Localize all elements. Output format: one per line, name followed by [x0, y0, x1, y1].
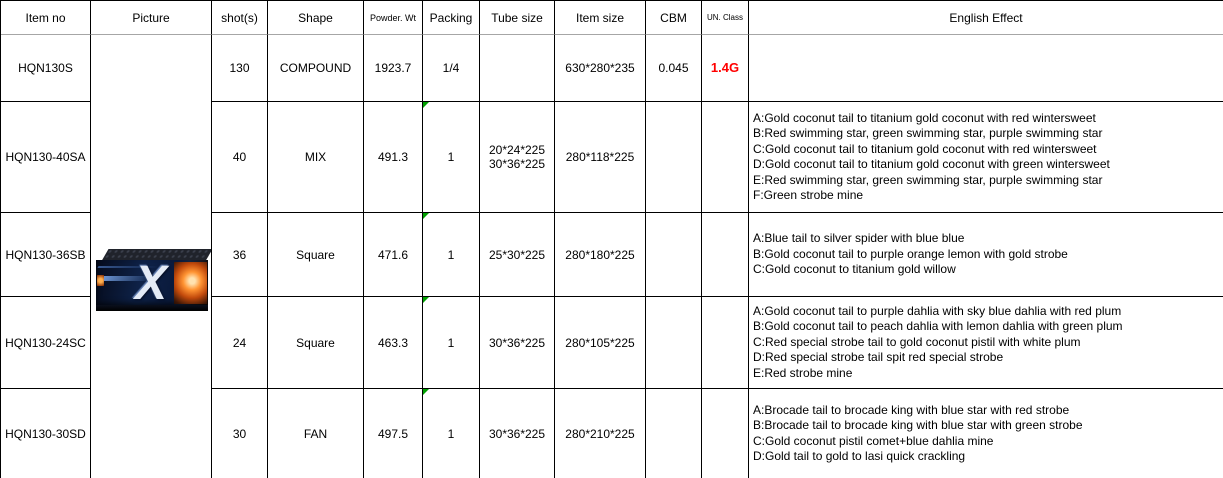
effect-line: B:Gold coconut tail to purple orange lem…	[753, 246, 1068, 261]
cell-r4-cbm[interactable]	[646, 297, 702, 389]
cell-r2-english-effect[interactable]: A:Gold coconut tail to titanium gold coc…	[749, 102, 1223, 213]
cell-r5-un-class[interactable]	[702, 389, 749, 478]
packing-value: 1	[447, 150, 455, 164]
cell-r2-un-class[interactable]	[702, 102, 749, 213]
cell-r4-shots[interactable]: 24	[212, 297, 268, 389]
error-indicator-triangle	[423, 389, 429, 395]
effect-line: A:Gold coconut tail to purple dahlia wit…	[753, 303, 1122, 318]
cell-r2-cbm[interactable]	[646, 102, 702, 213]
cell-r4-english-effect[interactable]: A:Gold coconut tail to purple dahlia wit…	[749, 297, 1223, 389]
cell-r1-tube-size[interactable]	[480, 35, 555, 102]
cell-r5-shape[interactable]: FAN	[268, 389, 364, 478]
cell-r1-cbm[interactable]: 0.045	[646, 35, 702, 102]
effect-line: C:Gold coconut to titanium gold willow	[753, 262, 956, 277]
error-indicator-triangle	[423, 102, 429, 108]
tube-size-line: 20*24*225	[488, 143, 546, 157]
effect-line: C:Gold coconut tail to titanium gold coc…	[753, 141, 1097, 156]
cell-r4-item-no[interactable]: HQN130-24SC	[1, 297, 91, 389]
effect-line: F:Green strobe mine	[753, 188, 864, 202]
cell-r5-item-size[interactable]: 280*210*225	[555, 389, 646, 478]
packing-value: 1	[447, 426, 455, 441]
header-powder-wt[interactable]: Powder. Wt	[364, 1, 423, 35]
cell-r3-shots[interactable]: 36	[212, 213, 268, 297]
cell-r1-item-no[interactable]: HQN130S	[1, 35, 91, 102]
cell-r2-shots[interactable]: 40	[212, 102, 268, 213]
header-english-effect[interactable]: English Effect	[749, 1, 1223, 35]
cell-r5-english-effect[interactable]: A:Brocade tail to brocade king with blue…	[749, 389, 1223, 478]
effect-line: B:Brocade tail to brocade king with blue…	[753, 418, 1083, 432]
product-photo: X	[96, 249, 211, 311]
header-item-no[interactable]: Item no	[1, 1, 91, 35]
effect-line: A:Brocade tail to brocade king with blue…	[753, 402, 1070, 417]
cell-r3-un-class[interactable]	[702, 213, 749, 297]
effect-line: A:Blue tail to silver spider with blue b…	[753, 231, 965, 246]
header-shape[interactable]: Shape	[268, 1, 364, 35]
header-picture[interactable]: Picture	[91, 1, 212, 35]
cell-r1-item-size[interactable]: 630*280*235	[555, 35, 646, 102]
cell-r1-english-effect[interactable]	[749, 35, 1223, 102]
cell-r1-un-class[interactable]: 1.4G	[702, 35, 749, 102]
cell-picture-merged[interactable]: X	[91, 35, 212, 478]
cell-r3-packing[interactable]: 1	[423, 213, 480, 297]
cell-r5-tube-size[interactable]: 30*36*225	[480, 389, 555, 478]
packing-value: 1	[447, 247, 455, 262]
tube-size-line: 30*36*225	[488, 157, 546, 171]
header-cbm[interactable]: CBM	[646, 1, 702, 35]
effect-line: B:Gold coconut tail to peach dahlia with…	[753, 319, 1123, 334]
box-side-burst	[97, 275, 104, 286]
effect-line: C:Gold coconut pistil comet+blue dahlia …	[753, 433, 994, 448]
effect-line: B:Red swimming star, green swimming star…	[753, 126, 1103, 140]
cell-r3-english-effect[interactable]: A:Blue tail to silver spider with blue b…	[749, 213, 1223, 297]
cell-r4-un-class[interactable]	[702, 297, 749, 389]
cell-r3-shape[interactable]: Square	[268, 213, 364, 297]
error-indicator-triangle	[423, 213, 429, 219]
box-front-face: X	[96, 257, 208, 310]
cell-r4-item-size[interactable]: 280*105*225	[555, 297, 646, 389]
effect-line: D:Gold tail to gold to lasi quick crackl…	[753, 449, 966, 463]
cell-r3-item-no[interactable]: HQN130-36SB	[1, 213, 91, 297]
cell-r2-item-no[interactable]: HQN130-40SA	[1, 102, 91, 213]
cell-r1-shape[interactable]: COMPOUND	[268, 35, 364, 102]
cell-r4-powder-wt[interactable]: 463.3	[364, 297, 423, 389]
cell-r4-shape[interactable]: Square	[268, 297, 364, 389]
effect-line: D:Red special strobe tail spit red speci…	[753, 350, 1004, 365]
cell-r3-powder-wt[interactable]: 471.6	[364, 213, 423, 297]
header-item-size[interactable]: Item size	[555, 1, 646, 35]
cell-r2-item-size[interactable]: 280*118*225	[555, 102, 646, 213]
header-un-class[interactable]: UN. Class	[702, 1, 749, 35]
cell-r2-powder-wt[interactable]: 491.3	[364, 102, 423, 213]
cell-r5-packing[interactable]: 1	[423, 389, 480, 478]
cell-r1-packing[interactable]: 1/4	[423, 35, 480, 102]
header-tube-size[interactable]: Tube size	[480, 1, 555, 35]
cell-r1-powder-wt[interactable]: 1923.7	[364, 35, 423, 102]
cell-r5-cbm[interactable]	[646, 389, 702, 478]
error-indicator-triangle	[423, 297, 429, 303]
box-x-logo: X	[134, 257, 167, 310]
cell-r5-powder-wt[interactable]: 497.5	[364, 389, 423, 478]
effect-line: D:Gold coconut tail to titanium gold coc…	[753, 157, 1110, 171]
effect-line: E:Red swimming star, green swimming star…	[753, 172, 1103, 187]
header-packing[interactable]: Packing	[423, 1, 480, 35]
effect-line: E:Red strobe mine	[753, 365, 853, 380]
firework-burst-art	[174, 262, 207, 304]
cell-r3-item-size[interactable]: 280*180*225	[555, 213, 646, 297]
effect-line: C:Red special strobe tail to gold coconu…	[753, 334, 1081, 349]
cell-r4-packing[interactable]: 1	[423, 297, 480, 389]
cell-r2-shape[interactable]: MIX	[268, 102, 364, 213]
cell-r2-tube-size[interactable]: 20*24*225 30*36*225	[480, 102, 555, 213]
cell-r4-tube-size[interactable]: 30*36*225	[480, 297, 555, 389]
box-base-shadow	[96, 305, 208, 311]
cell-r2-packing[interactable]: 1	[423, 102, 480, 213]
cell-r5-shots[interactable]: 30	[212, 389, 268, 478]
header-shots[interactable]: shot(s)	[212, 1, 268, 35]
cell-r1-shots[interactable]: 130	[212, 35, 268, 102]
packing-value: 1	[447, 335, 455, 350]
cell-r3-tube-size[interactable]: 25*30*225	[480, 213, 555, 297]
cell-r5-item-no[interactable]: HQN130-30SD	[1, 389, 91, 478]
cell-r3-cbm[interactable]	[646, 213, 702, 297]
effect-line: A:Gold coconut tail to titanium gold coc…	[753, 110, 1096, 125]
